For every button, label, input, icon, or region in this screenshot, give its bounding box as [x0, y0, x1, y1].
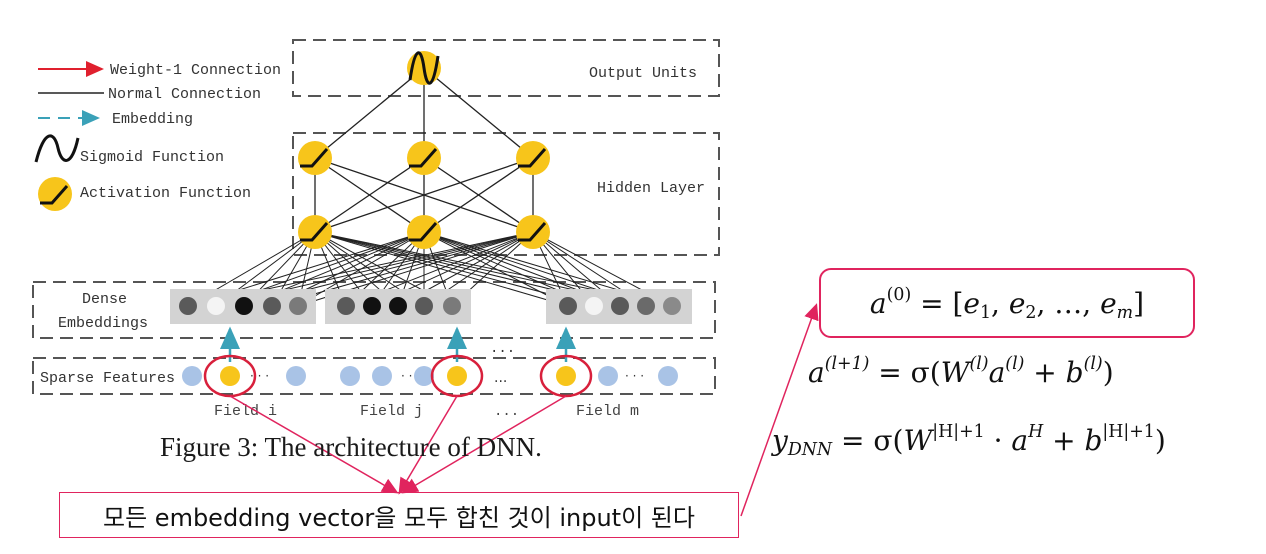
connection-line: [314, 157, 425, 233]
activation-icon: [409, 222, 438, 242]
activation-icon: [300, 148, 329, 168]
neuron-body: [407, 141, 441, 175]
korean-note: 모든 embedding vector을 모두 합친 것이 input이 된다: [59, 492, 739, 538]
dense-node: [415, 297, 433, 315]
connection-line: [423, 157, 534, 233]
annotation-arrow-field-m: [401, 395, 567, 494]
equation-a0-box: a(0) = [e1, e2, …, em]: [819, 268, 1195, 338]
connection-line: [314, 67, 425, 159]
hidden-neuron-layer1: [298, 141, 332, 175]
hidden-neuron-layer2: [407, 215, 441, 249]
sparse-node: [414, 366, 434, 386]
hidden-neuron-layer1: [516, 141, 550, 175]
legend-embedding-label: Embedding: [112, 111, 193, 128]
connection-line: [423, 231, 569, 307]
legend-activation-label: Activation Function: [80, 185, 251, 202]
sparse-nodes: · · · · · · ... · · ·: [182, 366, 678, 386]
neuron-body: [516, 215, 550, 249]
sparse-dots: · · ·: [250, 369, 269, 383]
dense-node: [363, 297, 381, 315]
dense-embedding-panels: ...: [170, 289, 692, 357]
legend-weight1-label: Weight-1 Connection: [110, 62, 281, 79]
hidden-layer-label: Hidden Layer: [597, 180, 705, 197]
sparse-features-label: Sparse Features: [40, 370, 175, 387]
sigmoid-icon: [408, 51, 440, 85]
dense-node: [207, 297, 225, 315]
sparse-node: [340, 366, 360, 386]
dense-node: [263, 297, 281, 315]
legend-activation-icon: [38, 177, 72, 211]
hidden-neuron-layer1: [407, 141, 441, 175]
dense-label-line1: Dense: [82, 291, 127, 308]
neuron-body: [407, 215, 441, 249]
dense-node: [637, 297, 655, 315]
hidden-neuron-layer2: [298, 215, 332, 249]
sparse-node: [372, 366, 392, 386]
dense-node: [611, 297, 629, 315]
neuron-body: [298, 215, 332, 249]
sparse-node: [658, 366, 678, 386]
sparse-dots: · · ·: [625, 369, 644, 383]
equation-a0: a(0) = [e1, e2, …, em]: [869, 284, 1145, 323]
activation-icon: [300, 222, 329, 242]
dense-node: [389, 297, 407, 315]
dense-node: [443, 297, 461, 315]
legend-sigmoid-label: Sigmoid Function: [80, 149, 224, 166]
annotation-arrow-field-j: [398, 395, 458, 495]
neuron-body: [298, 141, 332, 175]
annotation-arrows: [229, 303, 819, 517]
connection-line: [314, 231, 569, 307]
sparse-dots: ...: [494, 370, 507, 386]
legend: Weight-1 Connection Normal Connection Em…: [34, 61, 281, 211]
sparse-node: [598, 366, 618, 386]
dense-node: [559, 297, 577, 315]
sparse-node: [182, 366, 202, 386]
connection-line: [423, 67, 534, 159]
output-units-label: Output Units: [589, 65, 697, 82]
field-m-label: Field m: [576, 403, 639, 420]
annotation-arrow-to-equation: [740, 303, 819, 517]
dense-node: [663, 297, 681, 315]
sparse-features-box: [32, 357, 716, 395]
activation-icon: [518, 222, 547, 242]
legend-normal-label: Normal Connection: [108, 86, 261, 103]
field-j-label: Field j: [360, 403, 423, 420]
dense-label-line2: Embeddings: [58, 315, 148, 332]
output-units-box: [292, 39, 720, 97]
sparse-node-active-field-m: [556, 366, 576, 386]
field-dots-label: ...: [494, 404, 519, 420]
annotation-arrow-field-i: [229, 395, 399, 494]
hidden-layer-box: [292, 132, 720, 256]
activation-icon: [409, 148, 438, 168]
figure-caption: Figure 3: The architecture of DNN.: [160, 432, 542, 462]
field-i-label: Field i: [214, 403, 277, 420]
equation-output: yDNN = σ(W|H|+1 · aH + b|H|+1): [772, 421, 1166, 461]
dense-dots: ...: [490, 341, 515, 357]
sparse-node-active-field-j: [447, 366, 467, 386]
dense-node: [289, 297, 307, 315]
legend-sigmoid-icon: [34, 134, 80, 163]
neuron-body: [516, 141, 550, 175]
dense-node: [585, 297, 603, 315]
hidden-neuron-layer2: [516, 215, 550, 249]
activation-icon: [518, 148, 547, 168]
output-neuron: [407, 51, 441, 85]
equation-layer-update: a(l+1) = σ(W(l)a(l) + b(l)): [808, 353, 1114, 389]
dense-node: [235, 297, 253, 315]
neurons: [298, 51, 550, 249]
dense-node: [179, 297, 197, 315]
dense-node: [337, 297, 355, 315]
connection-line: [314, 157, 534, 233]
sparse-node: [286, 366, 306, 386]
dense-nodes: [179, 297, 681, 315]
sparse-node-active-field-i: [220, 366, 240, 386]
